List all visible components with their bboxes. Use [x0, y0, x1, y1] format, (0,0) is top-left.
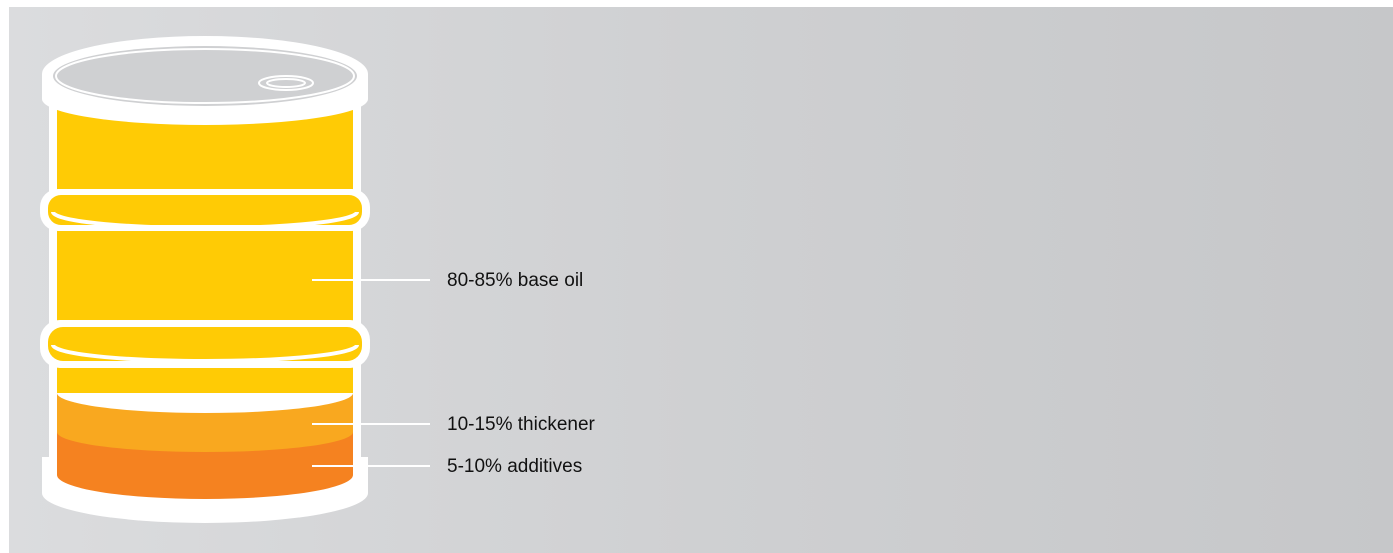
composition-panel: 80-85% base oil 10-15% thickener 5-10% a… — [9, 7, 1393, 553]
additives-label: 5-10% additives — [447, 456, 583, 477]
thickener-layer — [57, 393, 353, 467]
thickener-label: 10-15% thickener — [447, 414, 595, 435]
grease-composition-diagram — [40, 36, 430, 523]
drum-bung — [258, 75, 314, 91]
additives-layer — [57, 432, 353, 499]
base-oil-label: 80-85% base oil — [447, 270, 584, 291]
oil-drum-icon — [40, 36, 370, 523]
